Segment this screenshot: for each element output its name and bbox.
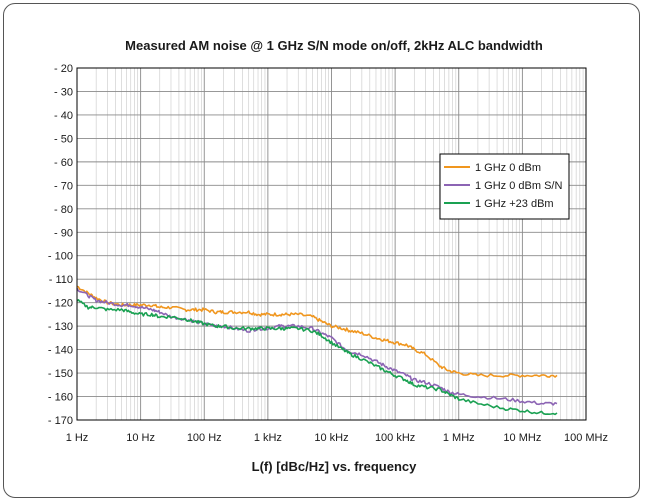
y-tick-label: - 50 (54, 133, 73, 145)
y-tick-label: - 60 (54, 157, 73, 169)
y-tick-label: - 160 (48, 392, 73, 404)
legend: 1 GHz 0 dBm 1 GHz 0 dBm S/N 1 GHz +23 dBm (439, 153, 570, 220)
y-tick-label: - 130 (48, 321, 73, 333)
y-tick-label: - 40 (54, 110, 73, 122)
y-tick-label: - 90 (54, 227, 73, 239)
x-axis-label: L(f) [dBc/Hz] vs. frequency (252, 459, 417, 474)
y-tick-label: - 80 (54, 204, 73, 216)
legend-label: 1 GHz 0 dBm (475, 162, 541, 174)
y-tick-label: - 70 (54, 180, 73, 192)
x-tick-label: 10 kHz (314, 432, 348, 444)
y-tick-label: - 150 (48, 368, 73, 380)
y-tick-label: - 100 (48, 251, 73, 263)
x-tick-label: 1 Hz (66, 432, 89, 444)
x-tick-label: 10 MHz (503, 432, 541, 444)
series-line (76, 285, 558, 378)
y-tick-label: - 140 (48, 345, 73, 357)
x-tick-label: 100 kHz (375, 432, 415, 444)
x-tick-label: 10 Hz (126, 432, 155, 444)
x-tick-label: 1 kHz (254, 432, 282, 444)
series-line (76, 287, 558, 406)
grid (76, 67, 587, 421)
y-tick-label: - 20 (54, 63, 73, 75)
series-line (76, 299, 558, 416)
x-tick-label: 100 Hz (187, 432, 222, 444)
legend-box (439, 153, 570, 220)
chart-title: Measured AM noise @ 1 GHz S/N mode on/of… (125, 38, 543, 53)
plot-border (76, 67, 587, 421)
y-tick-label: - 30 (54, 86, 73, 98)
x-tick-label: 1 MHz (443, 432, 475, 444)
series-layer (76, 285, 558, 416)
legend-label: 1 GHz 0 dBm S/N (475, 180, 562, 192)
y-tick-label: - 110 (49, 274, 73, 286)
y-tick-label: - 170 (48, 415, 73, 427)
y-tick-label: - 120 (48, 298, 73, 310)
legend-label: 1 GHz +23 dBm (475, 198, 554, 210)
x-axis-ticks: 1 Hz 10 Hz 100 Hz 1 kHz 10 kHz 100 kHz 1 MHz 10… (66, 432, 608, 444)
y-axis-ticks: - 20 - 30 - 40 - 50 - 60 - 70 - 80 - 90 - 100 - 1… (48, 63, 73, 427)
x-tick-label: 100 MHz (564, 432, 608, 444)
